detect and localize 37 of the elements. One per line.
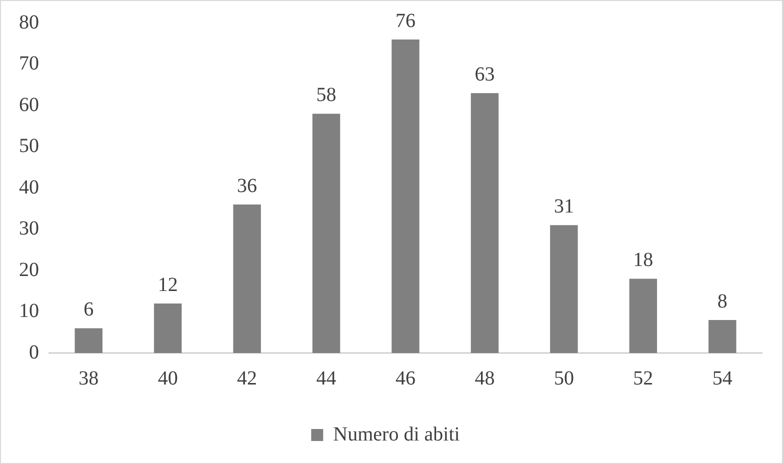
bar — [312, 114, 340, 353]
data-label: 76 — [396, 10, 416, 32]
y-tick-label: 40 — [19, 176, 39, 198]
data-label: 6 — [84, 298, 94, 320]
x-tick-label: 38 — [78, 367, 99, 390]
x-tick-label: 54 — [712, 367, 732, 390]
y-tick-label: 30 — [19, 218, 39, 240]
data-label: 36 — [237, 174, 258, 197]
bar — [629, 278, 658, 353]
y-tick-label: 80 — [19, 11, 39, 34]
data-label: 31 — [554, 195, 574, 218]
bar — [74, 328, 102, 353]
bar — [708, 320, 736, 353]
y-tick-label: 10 — [19, 300, 39, 322]
x-tick-label: 46 — [396, 367, 416, 390]
x-tick-label: 52 — [633, 367, 654, 390]
data-label: 58 — [316, 84, 336, 106]
y-tick-label: 70 — [19, 52, 39, 74]
x-tick-label: 40 — [158, 367, 178, 390]
y-tick-label: 0 — [29, 341, 39, 364]
bar — [233, 204, 261, 353]
x-tick-label: 42 — [237, 367, 258, 390]
data-label: 12 — [158, 274, 178, 296]
bar — [550, 225, 578, 353]
legend-label: Numero di abiti — [333, 423, 460, 446]
y-tick-label: 20 — [19, 258, 39, 281]
x-tick-label: 50 — [554, 367, 574, 390]
data-label: 18 — [633, 249, 654, 271]
data-label: 8 — [717, 290, 728, 312]
x-tick-label: 48 — [474, 367, 495, 390]
x-tick-label: 44 — [316, 367, 336, 390]
bar — [392, 40, 420, 353]
bar — [154, 304, 182, 353]
bar — [470, 93, 499, 353]
y-tick-label: 50 — [19, 135, 39, 157]
y-tick-label: 60 — [19, 94, 39, 116]
data-label: 63 — [474, 63, 495, 86]
